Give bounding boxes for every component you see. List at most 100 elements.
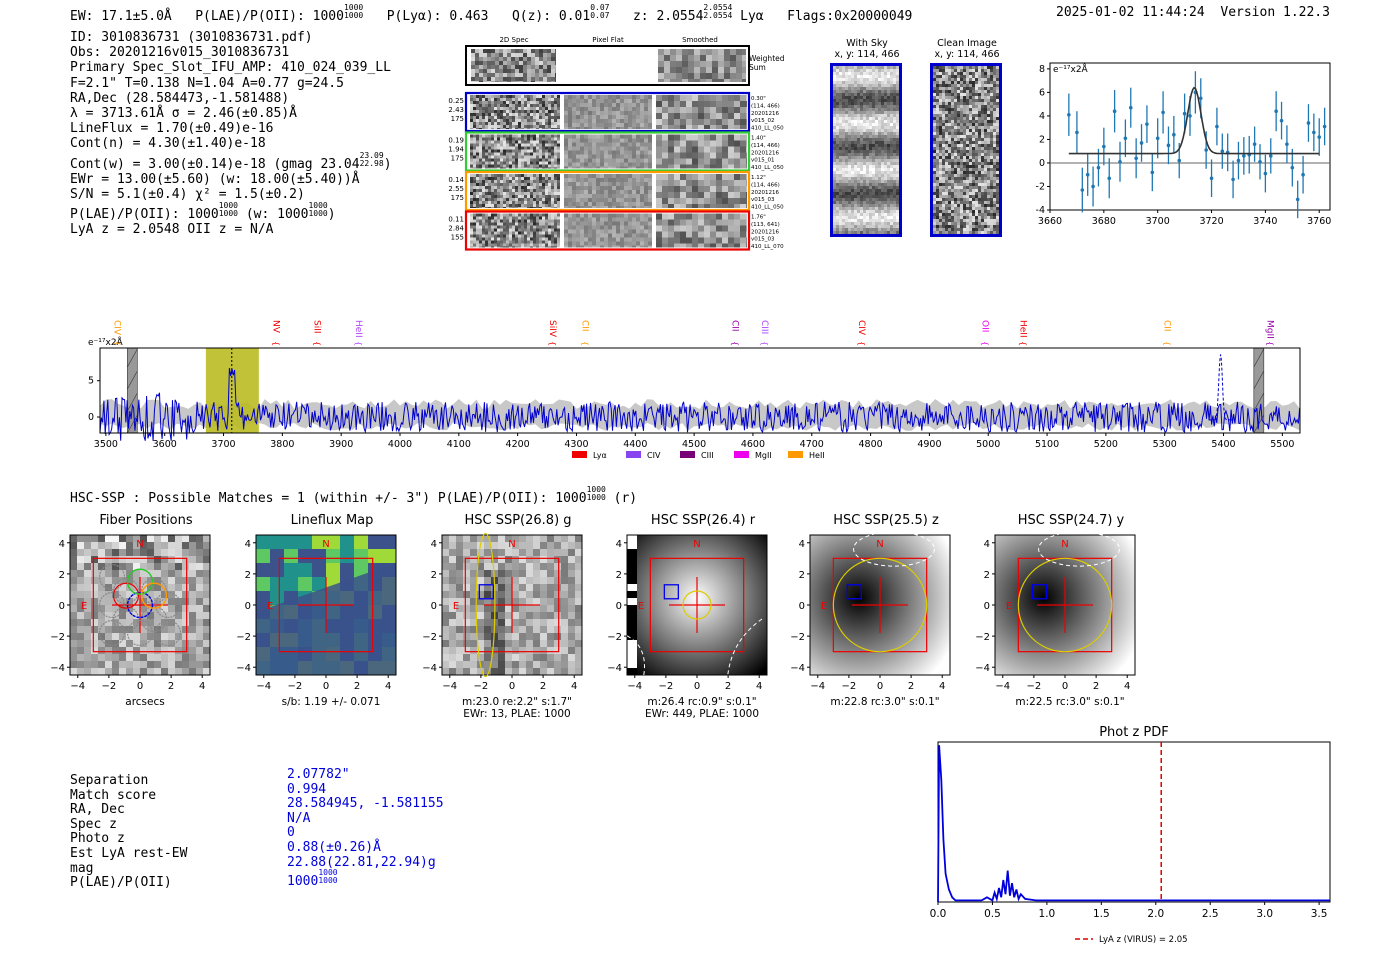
spectrum-line-marker: { [272,341,281,346]
hsc-panel-caption-2: EWr: 13, PLAE: 1000 [463,708,571,720]
spectrum-xtick-label: 4700 [800,439,824,450]
spectrum-legend-label: CIV [647,451,661,460]
spectrum-line-label: MgII [1265,320,1275,339]
spectrum-ytick-label: 5 [88,376,94,387]
header-version: Version 1.22.3 [1220,5,1330,20]
linefit-point [1312,130,1316,135]
spectrum-ytick-label: 0 [88,412,94,423]
hsc-panel-image: N E −4 −4 −2 −2 0 0 2 2 4 4 [422,532,583,692]
hsc-panel-image: N E −4 −4 −2 −2 0 0 2 2 4 4 [790,532,951,692]
linefit-point [1204,148,1208,152]
spectrum-noise-band [100,399,1300,431]
photz-xtick-label: 1.0 [1039,908,1056,920]
info-ewr: EWr = 13.00(±5.60) (w: 18.00(±5.40))Å [70,171,360,187]
linefit-point [1290,165,1295,170]
hsc-aperture [682,590,712,620]
hsc-panel: Fiber Positions N E −4 −4 −2 −2 0 0 2 2 4 4 arcsecs [40,510,240,725]
cutout-row-meta: 1.76" [751,215,766,221]
hsc-ytick-label: 0 [799,601,805,612]
photz-xtick-label: 3.5 [1311,908,1328,920]
hsc-xtick-label: 0 [694,681,700,692]
spectrum-line-label: CII [729,320,739,332]
photz-xtick-label: 2.0 [1147,908,1164,920]
linefit-ytick-label: -2 [1036,181,1045,192]
with-sky-title: With Sky x, y: 114, 466 [834,38,900,60]
hsc-panel-title: HSC SSP(25.5) z [833,513,939,528]
linefit-point [1198,96,1203,101]
hsc-search-box [464,557,560,653]
hsc-search-box [92,557,188,653]
linefit-xtick-label: 3760 [1307,216,1331,227]
linefit-ytick-label: 6 [1039,87,1045,98]
linefit-point [1252,142,1257,146]
spectrum-legend-swatch [680,451,695,458]
hsc-xtick-label: 2 [725,681,731,692]
header-datetime: 2025-01-02 11:44:24 [1056,5,1205,20]
hsc-ytick-label: 0 [984,601,990,612]
spectrum-xtick-label: 4000 [388,439,412,450]
full-spectrum-chart: 3500 3600 3700 3800 3900 4000 4100 4200 4300 4400… [88,320,1301,460]
hsc-ytick-label: −4 [607,663,622,674]
linefit-point [1279,118,1284,123]
match-label: P(LAE)/P(OII) [70,875,172,891]
cutout-row-stat: 0.25 [448,97,464,105]
match-label: Photo z [70,831,125,847]
fiber-circle-green [126,568,154,595]
spectrum-legend-swatch [572,451,587,458]
match-label: Spec z [70,816,117,832]
spectrum-xtick-label: 5200 [1094,439,1118,450]
hsc-panel-title: HSC SSP(26.8) g [464,513,572,528]
hsc-ytick-label: −2 [790,632,805,643]
cutout-2dspec [470,213,560,248]
match-value: 10001000 1000 [287,869,338,890]
hsc-xtick-label: 0 [1062,681,1068,692]
cutout-row-meta: 20201216 [751,111,779,117]
info-fwhm: F=2.1" T=0.138 N=1.04 A=0.77 g=24.5 [70,75,344,91]
fiber-circle [112,577,140,605]
spectrum-xtick-label: 4800 [858,439,882,450]
clean-image [930,63,1002,237]
hsc-east-label: E [821,601,827,612]
linefit-point [1306,121,1311,125]
fiber-circle [140,577,168,605]
hsc-panel-caption: arcsecs [125,696,165,708]
cutout-col-title-2dspec: 2D Spec [499,36,528,44]
hsc-xtick-label: 4 [199,681,205,692]
cutout-row-meta: (114, 466) [751,182,780,188]
spectrum-xtick-label: 3600 [153,439,177,450]
hsc-ytick-label: −4 [422,663,437,674]
spectrum-mask-hatch [1253,370,1265,390]
linefit-point [1188,114,1192,118]
cutout-row-stat: 175 [451,155,464,163]
spectrum-line-label: SiIV [547,320,557,338]
linefit-point [1067,112,1071,117]
spectrum-legend-swatch [734,451,749,458]
hsc-xtick-label: 2 [1093,681,1099,692]
linefit-point [1317,135,1322,139]
hsc-xtick-label: 4 [385,681,391,692]
fiber-circle [98,591,126,619]
spectrum-line-label: NV [271,320,281,334]
fiber-circle [112,605,140,633]
spectrum-xtick-label: 4300 [564,439,588,450]
hsc-north-label: N [508,539,515,550]
hsc-xtick-label: 0 [509,681,515,692]
hsc-xtick-label: 2 [540,681,546,692]
cutout-smoothed [656,174,747,208]
hsc-ytick-label: −2 [236,632,251,643]
spectrum-xtick-label: 4500 [682,439,706,450]
fiber-circle [98,619,126,647]
header-z-line: Lyα [740,9,764,24]
linefit-xtick-label: 3720 [1199,216,1223,227]
spectrum-xtick-label: 5000 [976,439,1000,450]
linefit-model-curve [1068,86,1320,155]
photz-xtick-label: 2.5 [1202,908,1219,920]
spectrum-line-marker: { [730,341,739,346]
linefit-point [1220,149,1225,153]
photz-pdf-line [937,745,1330,903]
hsc-neighbor-ellipse [626,635,645,676]
hsc-panel: Lineflux Map N E −4 −4 −2 −2 0 0 2 2 4 4 s/b: 1.19 +/… [226,510,426,725]
hsc-ytick-label: 4 [616,539,622,550]
cutout-row-meta: 1.12" [751,175,766,181]
spectrum-legend-label: Lyα [593,451,607,460]
